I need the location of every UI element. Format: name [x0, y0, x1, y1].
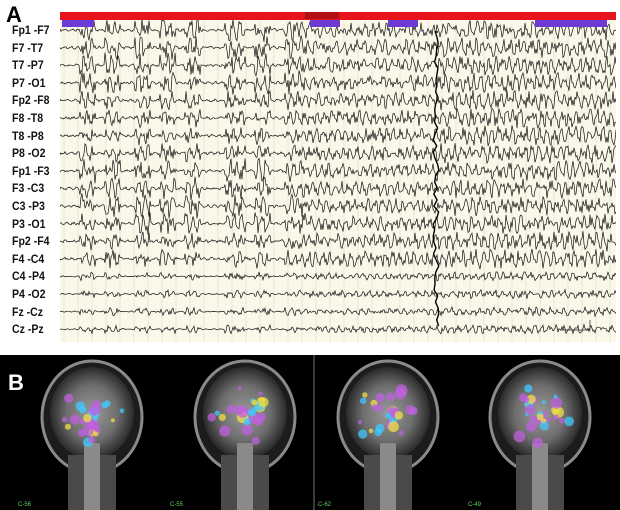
- channel-label: Cz -Pz: [12, 322, 44, 337]
- channel-label: P3 -O1: [12, 216, 46, 231]
- panel-divider: [313, 355, 315, 510]
- eeg-spike: [432, 31, 440, 327]
- mri-panel: [0, 355, 620, 510]
- eeg-trace: [60, 193, 616, 219]
- mri-slices: [40, 359, 592, 510]
- eeg-trace-area: [60, 12, 616, 342]
- channel-label: Fp2 -F8: [12, 93, 50, 108]
- eeg-trace: [60, 305, 616, 318]
- eeg-trace: [60, 107, 616, 130]
- channel-label: Fp1 -F7: [12, 23, 50, 37]
- channel-label: Fp1 -F3: [12, 163, 50, 178]
- event-marker: [388, 20, 418, 27]
- channel-label: F3 -C3: [12, 181, 45, 196]
- eeg-trace: [60, 176, 616, 200]
- channel-label: P4 -O2: [12, 287, 46, 301]
- eeg-trace: [60, 271, 616, 282]
- mri-slice: [488, 359, 592, 510]
- channel-label: Fp2 -F4: [12, 234, 50, 249]
- eeg-trace: [60, 212, 616, 235]
- event-marker: [62, 20, 94, 27]
- channel-label: T8 -P8: [12, 128, 44, 143]
- eeg-traces: [60, 18, 616, 342]
- slice-label: C-56: [18, 502, 32, 508]
- eeg-trace: [60, 248, 616, 270]
- mri-slice: [40, 359, 144, 510]
- eeg-trace: [60, 157, 616, 184]
- eeg-trace: [60, 52, 616, 77]
- eeg-trace: [60, 35, 616, 61]
- mri-slice: [336, 359, 440, 510]
- event-marker: [310, 20, 340, 27]
- eeg-trace: [60, 18, 616, 42]
- event-marker: [305, 12, 339, 19]
- channel-label: C4 -P4: [12, 269, 45, 284]
- eeg-trace: [60, 89, 616, 112]
- eeg-trace: [60, 231, 616, 252]
- slice-label: C-49: [468, 502, 482, 508]
- eeg-panel: A Fp1 -F7 F7 -T7 T7 -P7 P7 -O1 Fp2 -F8 F8 -T8…: [6, 2, 616, 342]
- eeg-trace: [60, 125, 616, 147]
- channel-label: F4 -C4: [12, 251, 45, 266]
- channel-label: P7 -O1: [12, 75, 46, 90]
- panel-separator: [0, 345, 620, 355]
- channel-label: F8 -T8: [12, 111, 44, 125]
- eeg-trace: [60, 288, 616, 300]
- slice-label: C-55: [170, 502, 184, 508]
- channel-label: F7 -T7: [12, 40, 44, 55]
- eeg-trace: [60, 70, 616, 95]
- eeg-trace: [60, 323, 616, 335]
- channel-label: Fz -Cz: [12, 304, 44, 319]
- scale-bar: [560, 320, 591, 331]
- panel-label-a: A: [6, 2, 22, 27]
- event-marker: [535, 20, 607, 27]
- slice-label: C-62: [318, 502, 332, 508]
- channel-label: T7 -P7: [12, 58, 44, 73]
- mri-slice: [193, 359, 297, 510]
- panel-label-b: B: [8, 370, 24, 395]
- eeg-trace: [60, 142, 616, 165]
- channel-label: C3 -P3: [12, 199, 45, 213]
- channel-label: P8 -O2: [12, 146, 46, 161]
